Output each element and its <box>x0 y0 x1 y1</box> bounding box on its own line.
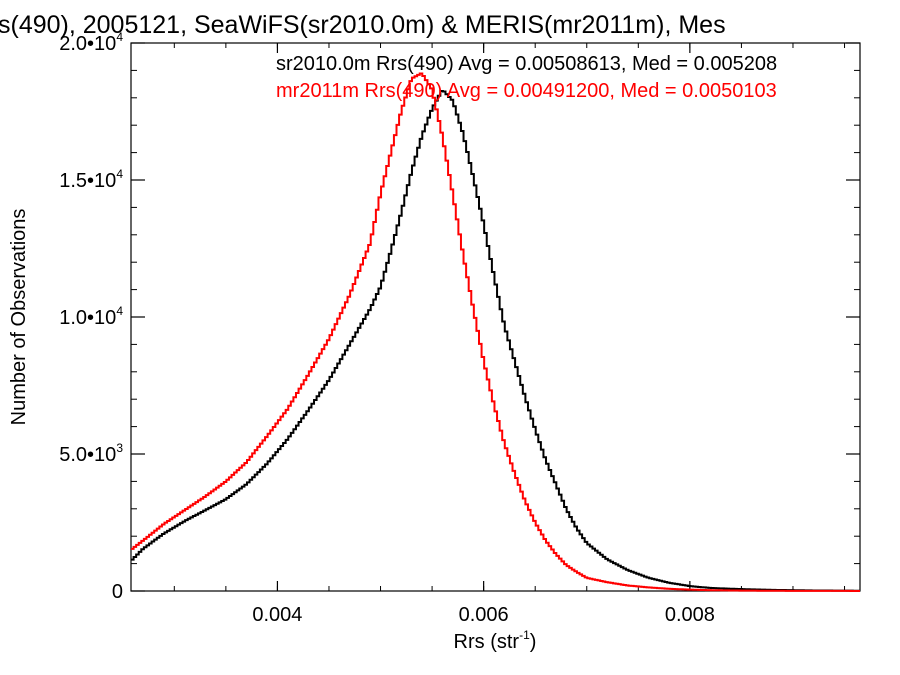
y-tick-label-4: 2.0•104 <box>59 30 123 55</box>
legend-entry-sr2010: sr2010.0m Rrs(490) Avg = 0.00508613, Med… <box>276 53 777 75</box>
y-tick-label-2: 1.0•104 <box>59 304 123 329</box>
y-axis-ticks: 0 5.0•103 1.0•104 1.5•104 2.0•104 <box>59 30 860 603</box>
y-tick-label-1: 5.0•103 <box>59 441 123 466</box>
y-axis-label: Number of Observations <box>8 209 30 426</box>
legend-entry-mr2011: mr2011m Rrs(490) Avg = 0.00491200, Med =… <box>276 80 777 102</box>
chart-title: s(490), 2005121, SeaWiFS(sr2010.0m) & ME… <box>0 11 726 39</box>
x-axis-label: Rrs (str-1) <box>454 628 537 653</box>
series-line-sr2010 <box>131 90 860 592</box>
series-line-mr2011 <box>131 72 860 592</box>
series-lines <box>131 72 860 592</box>
x-tick-label-0: 0.004 <box>252 604 302 626</box>
x-tick-label-2: 0.008 <box>665 604 715 626</box>
y-tick-label-3: 1.5•104 <box>59 167 123 192</box>
x-axis-ticks: 0.004 0.006 0.008 <box>173 43 846 626</box>
x-tick-label-1: 0.006 <box>459 604 509 626</box>
plot-frame <box>130 42 861 592</box>
y-tick-label-0: 0 <box>112 581 123 603</box>
